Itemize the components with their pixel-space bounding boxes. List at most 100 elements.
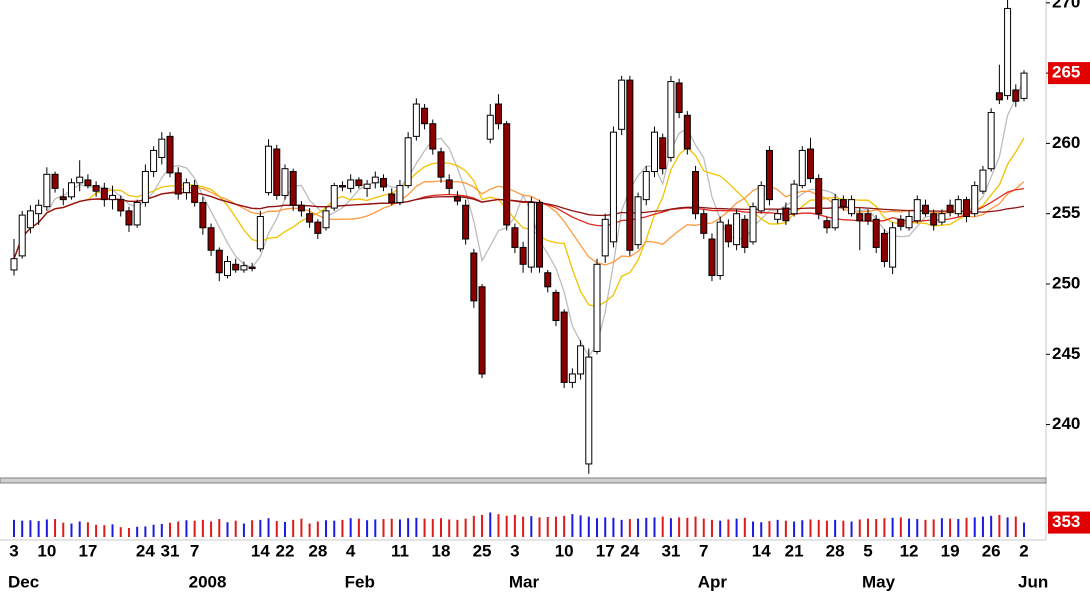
- volume-bar: [349, 518, 352, 537]
- x-tick-label: 4: [346, 541, 356, 560]
- volume-bar: [136, 526, 139, 537]
- volume-bar: [333, 520, 336, 537]
- x-tick-label: 3: [9, 541, 18, 560]
- x-tick-label: 25: [473, 541, 492, 560]
- x-tick-label: 28: [308, 541, 327, 560]
- month-label: Dec: [8, 572, 39, 591]
- candle-body: [552, 291, 560, 322]
- volume-bar: [513, 514, 516, 537]
- candle-body: [338, 185, 346, 188]
- candle-body: [848, 199, 856, 215]
- volume-bar: [719, 520, 722, 537]
- volume-bar: [661, 516, 664, 537]
- volume-bar: [316, 521, 319, 537]
- volume-bar: [530, 516, 533, 537]
- candle-body: [494, 103, 502, 125]
- volume-bar: [817, 519, 820, 537]
- candle-body: [864, 213, 872, 222]
- volume-bar: [637, 518, 640, 537]
- volume-bar: [95, 524, 98, 537]
- volume-bar: [866, 518, 869, 537]
- candle-body: [26, 210, 34, 229]
- volume-bar: [546, 516, 549, 537]
- x-tick-label: 14: [251, 541, 270, 560]
- volume-bar: [439, 518, 442, 537]
- volume-bar: [554, 516, 557, 537]
- volume-bar: [850, 521, 853, 537]
- volume-bar: [423, 518, 426, 537]
- volume-bar: [686, 517, 689, 537]
- volume-bar: [784, 520, 787, 537]
- candle-body: [232, 263, 240, 271]
- candle-body: [782, 207, 790, 222]
- volume-bar: [357, 518, 360, 537]
- volume-bar: [103, 525, 106, 537]
- volume-bar: [382, 519, 385, 537]
- volume-bar: [21, 520, 24, 537]
- volume-bar: [144, 526, 147, 537]
- candle-body: [609, 131, 617, 243]
- volume-bar: [505, 515, 508, 537]
- candle-body: [880, 232, 888, 262]
- candle-body: [191, 185, 199, 203]
- candle-body: [675, 82, 683, 113]
- volume-bar: [283, 521, 286, 537]
- candle-body: [544, 272, 552, 288]
- candle-body: [470, 252, 478, 302]
- volume-bar: [563, 515, 566, 537]
- volume-bar: [497, 514, 500, 537]
- volume-bar: [973, 517, 976, 537]
- candle-body: [930, 213, 938, 226]
- volume-bar: [341, 519, 344, 537]
- volume-bar: [793, 521, 796, 537]
- candle-body: [1004, 7, 1012, 97]
- candle-body: [109, 194, 117, 201]
- candle-body: [831, 199, 839, 229]
- volume-bar: [489, 512, 492, 537]
- volume-bar: [604, 517, 607, 537]
- volume-bar: [801, 520, 804, 537]
- volume-bar: [37, 521, 40, 537]
- candle-body: [330, 185, 338, 209]
- volume-bar: [940, 518, 943, 537]
- candle-body: [765, 149, 773, 201]
- candle-body: [248, 266, 256, 270]
- y-tick-label: 270: [1052, 0, 1080, 11]
- candle-body: [995, 92, 1003, 101]
- x-tick-label: 5: [863, 541, 872, 560]
- candle-body: [938, 213, 946, 223]
- candle-body: [724, 224, 732, 243]
- candle-body: [166, 135, 174, 174]
- x-tick-label: 31: [161, 541, 180, 560]
- volume-bar: [366, 520, 369, 537]
- candle-body: [223, 260, 231, 277]
- candle-body: [150, 149, 158, 173]
- volume-bar: [768, 521, 771, 537]
- candle-body: [987, 111, 995, 170]
- volume-bar: [842, 520, 845, 537]
- candle-body: [396, 185, 404, 203]
- candle-body: [774, 213, 782, 220]
- candle-body: [51, 173, 59, 189]
- x-tick-label: 17: [596, 541, 615, 560]
- candle-body: [174, 172, 182, 195]
- volume-bar: [267, 518, 270, 537]
- month-label: May: [862, 572, 896, 591]
- candle-body: [511, 227, 519, 248]
- candle-body: [453, 196, 461, 202]
- candle-body: [634, 196, 642, 246]
- volume-bar: [201, 519, 204, 537]
- volume-bar: [710, 519, 713, 537]
- x-tick-label: 26: [982, 541, 1001, 560]
- candle-body: [905, 216, 913, 229]
- volume-bar: [538, 517, 541, 537]
- volume-bar: [628, 519, 631, 537]
- volume-bar: [522, 516, 525, 537]
- volume-bar: [193, 520, 196, 537]
- volume-bar: [981, 516, 984, 537]
- candle-body: [84, 179, 92, 187]
- volume-bar: [29, 520, 32, 537]
- x-tick-label: 21: [785, 541, 804, 560]
- candle-body: [650, 131, 658, 173]
